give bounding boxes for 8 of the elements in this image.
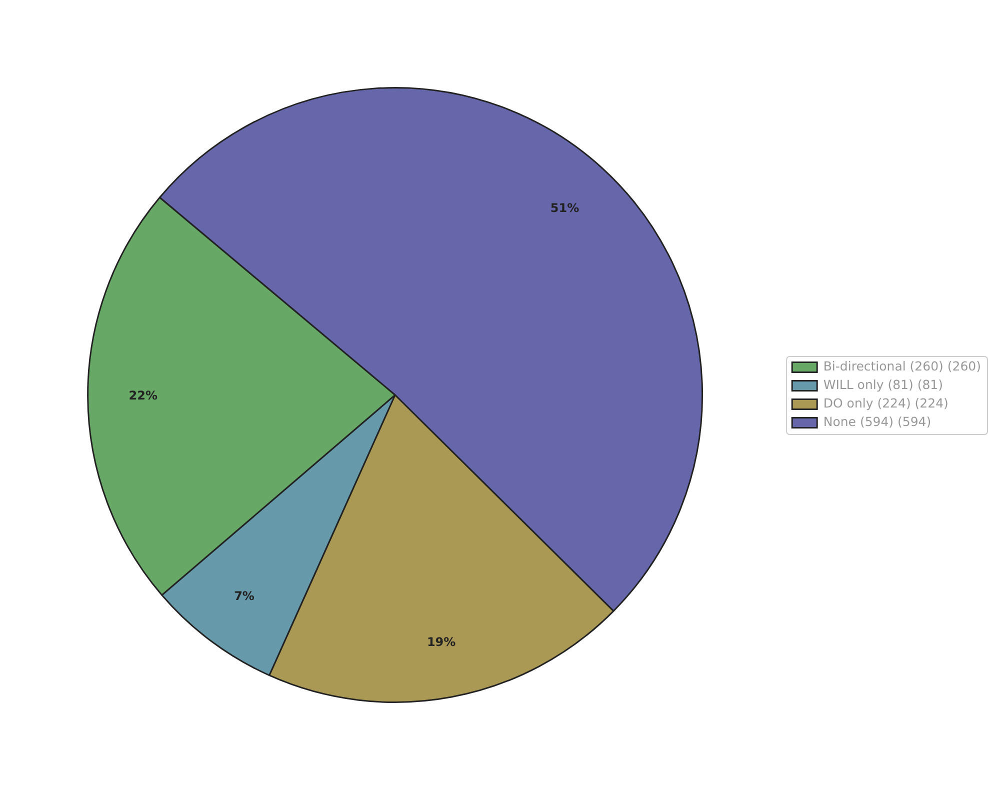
- legend-label: None (594) (594): [823, 414, 932, 429]
- data-label: 7%: [234, 588, 254, 603]
- data-label: 22%: [128, 388, 158, 403]
- data-label: 19%: [426, 634, 456, 649]
- legend-label: DO only (224) (224): [823, 396, 948, 410]
- legend-label: Bi-directional (260) (260): [823, 358, 982, 374]
- data-label: 51%: [550, 200, 580, 215]
- legend-label: WILL only (81) (81): [823, 377, 944, 392]
